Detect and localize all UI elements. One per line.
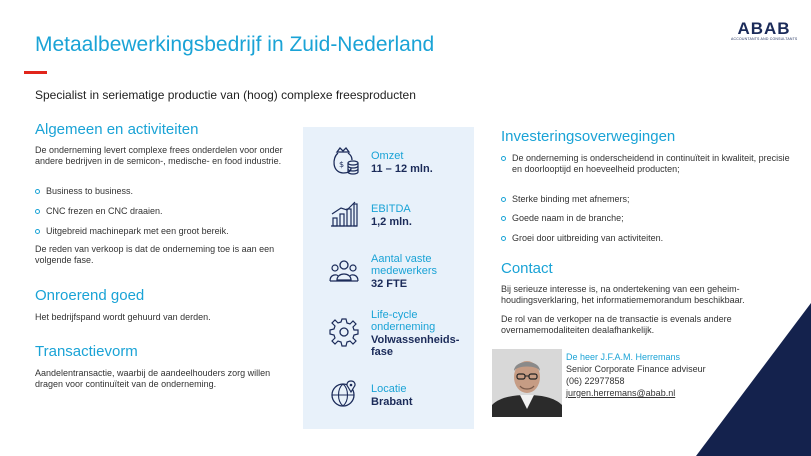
contact-name: De heer J.F.A.M. Herremans [566, 352, 681, 362]
kpi-label-ebitda: EBITDA [371, 203, 411, 215]
contact-role: Senior Corporate Finance adviseur [566, 364, 706, 374]
list-item: Sterke binding met afnemers; [501, 194, 791, 205]
logo-subtext: ACCOUNTANTS AND CONSULTANTS [731, 37, 798, 41]
bullet-icon [35, 229, 40, 234]
page-title: Metaalbewerkingsbedrijf in Zuid-Nederlan… [35, 33, 435, 56]
general-outro: De reden van verkoop is dat de ondernemi… [35, 244, 275, 265]
bullet-icon [501, 156, 506, 161]
gear-icon [329, 318, 359, 347]
contact-phone: (06) 22977858 [566, 376, 625, 386]
bullet-icon [35, 209, 40, 214]
title-underline [24, 71, 47, 74]
people-icon [329, 260, 359, 282]
kpi-label-lifecycle: Life-cycle onderneming [371, 309, 436, 333]
kpi-panel [303, 127, 474, 429]
bar-chart-icon [331, 201, 358, 227]
bullet-icon [501, 216, 506, 221]
kpi-label-revenue: Omzet [371, 150, 404, 162]
heading-transaction: Transactievorm [35, 343, 138, 360]
bullet-icon [501, 236, 506, 241]
real-estate-text: Het bedrijfspand wordt gehuurd van derde… [35, 312, 211, 322]
kpi-value-lifecycle: Volwassenheids-fase [371, 334, 460, 358]
heading-contact: Contact [501, 260, 553, 277]
money-bag-icon: $ [333, 147, 359, 175]
abab-logo: ABAB ACCOUNTANTS AND CONSULTANTS [731, 20, 797, 42]
heading-general: Algemeen en activiteiten [35, 121, 199, 138]
page-subtitle: Specialist in seriematige productie van … [35, 88, 416, 102]
list-item: Goede naam in de branche; [501, 213, 791, 224]
kpi-value-revenue: 11 – 12 mln. [371, 163, 433, 175]
corner-triangle-decoration [696, 303, 811, 456]
heading-investment: Investeringsoverwegingen [501, 128, 676, 145]
contact-text-1: Bij serieuze interesse is, na onderteken… [501, 284, 745, 305]
heading-real-estate: Onroerend goed [35, 287, 145, 304]
list-item: De onderneming is onderscheidend in cont… [501, 153, 791, 175]
bullet-icon [35, 189, 40, 194]
kpi-label-location: Locatie [371, 383, 407, 395]
contact-email-link[interactable]: jurgen.herremans@abab.nl [566, 388, 676, 398]
list-item: Groei door uitbreiding van activiteiten. [501, 233, 791, 244]
logo-text: ABAB [737, 19, 791, 38]
transaction-text: Aandelentransactie, waarbij de aandeelho… [35, 368, 271, 389]
list-item: Business to business. [35, 186, 290, 197]
list-item: Uitgebreid machinepark met een groot ber… [35, 226, 290, 237]
kpi-value-location: Brabant [371, 396, 413, 408]
contact-text-2: De rol van de verkoper na de transactie … [501, 314, 732, 335]
kpi-value-employees: 32 FTE [371, 278, 408, 290]
location-globe-icon [331, 380, 356, 407]
list-item: CNC frezen en CNC draaien. [35, 206, 290, 217]
contact-photo [492, 349, 562, 417]
kpi-label-employees: Aantal vaste medewerkers [371, 253, 438, 277]
bullet-icon [501, 197, 506, 202]
svg-text:$: $ [339, 160, 344, 169]
general-intro: De onderneming levert complexe frees ond… [35, 145, 283, 166]
kpi-value-ebitda: 1,2 mln. [371, 216, 412, 228]
